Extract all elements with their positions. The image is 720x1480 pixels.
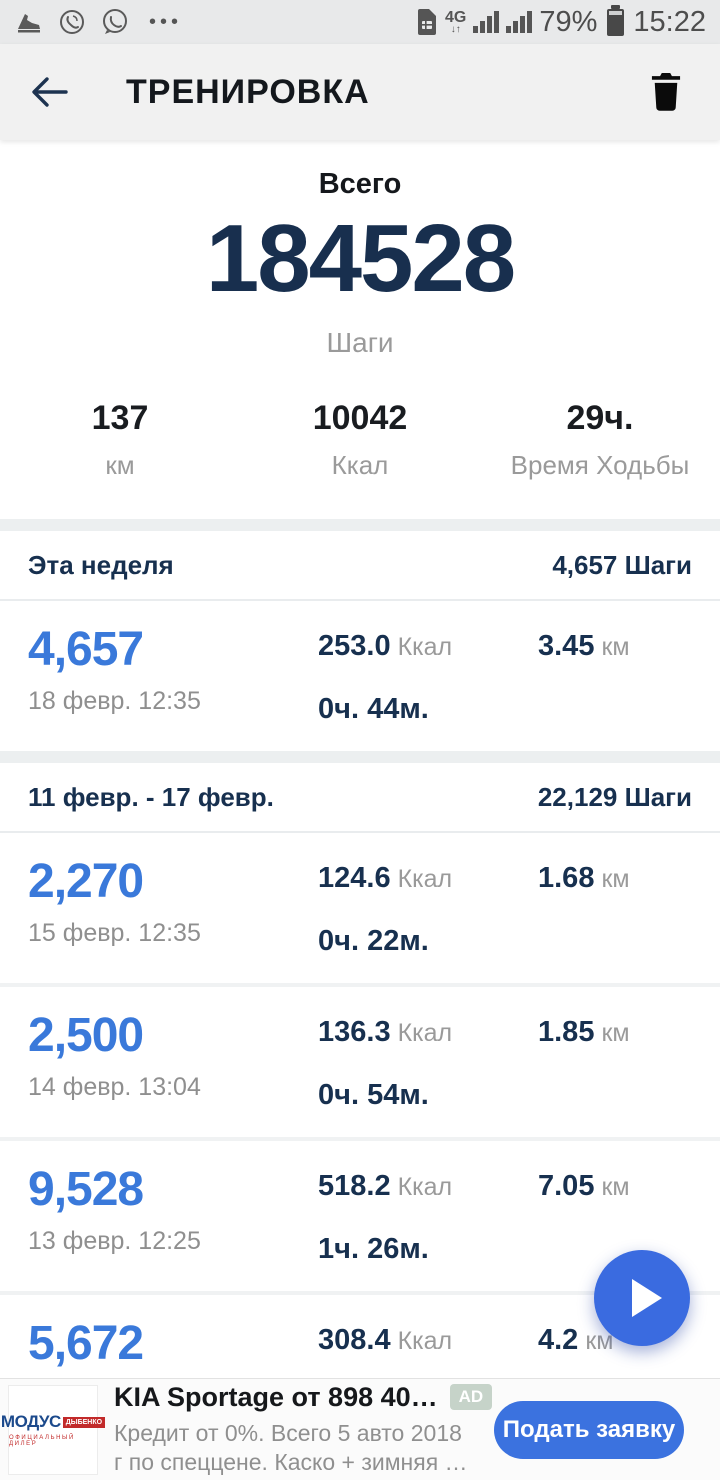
entry-calories: 518.2 Ккал — [318, 1170, 453, 1202]
ad-text-block: KIA Sportage от 898 40… AD Кредит от 0%.… — [114, 1381, 493, 1478]
workout-entry[interactable]: 9,528 13 февр. 12:25 518.2 Ккал 1ч. 26м. … — [0, 1141, 720, 1291]
ad-logo-subtext: ОФИЦИАЛЬНЫЙ ДИЛЕР — [9, 1435, 75, 1447]
play-icon — [632, 1279, 662, 1317]
ad-logo: МОДУС ДЫБЕНКО ОФИЦИАЛЬНЫЙ ДИЛЕР — [1, 1384, 106, 1475]
entry-date: 15 февр. 12:35 — [28, 919, 201, 948]
workout-entry[interactable]: 4,657 18 февр. 12:35 253.0 Ккал 0ч. 44м. … — [0, 601, 720, 751]
workout-entry[interactable]: 2,500 14 февр. 13:04 136.3 Ккал 0ч. 54м. … — [0, 987, 720, 1137]
ad-body-line1: Кредит от 0%. Всего 5 авто 2018 — [114, 1419, 462, 1446]
ad-badge: AD — [449, 1384, 493, 1411]
stat-label: Время Ходьбы — [510, 450, 690, 480]
signal-icon-sim2 — [506, 11, 533, 33]
section-title: Эта неделя — [28, 549, 174, 580]
section-separator — [0, 751, 720, 763]
entry-duration: 0ч. 44м. — [318, 693, 429, 725]
trash-icon — [649, 73, 683, 111]
app-header: ТРЕНИРОВКА — [0, 44, 720, 140]
stat-calories: 10042 Ккал — [240, 399, 480, 481]
entry-distance: 4.2 км — [538, 1324, 614, 1356]
fab-play-button[interactable] — [594, 1250, 690, 1346]
clock-text: 15:22 — [633, 5, 706, 38]
entry-date: 18 февр. 12:35 — [28, 687, 201, 716]
back-button[interactable] — [30, 62, 90, 122]
stat-value: 137 — [91, 399, 149, 437]
stat-walk-time: 29ч. Время Ходьбы — [480, 399, 720, 481]
entry-steps: 9,528 — [28, 1163, 144, 1216]
network-indicator: 4G ↓↑ — [445, 8, 467, 35]
ad-cta-button[interactable]: Подать заявку — [494, 1400, 684, 1459]
total-label: Всего — [318, 168, 402, 200]
stat-value: 29ч. — [566, 399, 634, 437]
sim-card-icon — [416, 7, 438, 37]
status-bar: ••• 4G ↓↑ 79% 15:22 — [0, 0, 720, 44]
entry-calories: 308.4 Ккал — [318, 1324, 453, 1356]
entry-duration: 0ч. 54м. — [318, 1079, 429, 1111]
entry-distance: 1.85 км — [538, 1016, 630, 1048]
more-icon: ••• — [149, 10, 183, 33]
whatsapp-icon — [100, 7, 130, 37]
ad-body: Кредит от 0%. Всего 5 авто 2018 г по спе… — [114, 1419, 492, 1478]
walking-icon — [14, 7, 44, 37]
signal-icon-sim1 — [473, 11, 500, 33]
entry-distance: 7.05 км — [538, 1170, 630, 1202]
entry-duration: 1ч. 26м. — [318, 1233, 429, 1265]
delete-button[interactable] — [642, 68, 690, 116]
total-steps-value: 184528 — [205, 205, 516, 312]
entry-calories: 136.3 Ккал — [318, 1016, 453, 1048]
stats-row: 137 км 10042 Ккал 29ч. Время Ходьбы — [0, 399, 720, 481]
stat-label: Ккал — [331, 450, 389, 480]
section-header-this-week: Эта неделя 4,657 Шаги — [0, 531, 720, 601]
entry-steps: 5,672 — [28, 1317, 144, 1370]
row-divider — [0, 1137, 720, 1141]
entry-date: 14 февр. 13:04 — [28, 1073, 201, 1102]
entry-distance: 3.45 км — [538, 630, 630, 662]
row-divider — [0, 1291, 720, 1295]
entry-calories: 253.0 Ккал — [318, 630, 453, 662]
row-divider — [0, 983, 720, 987]
ad-logo-badge: ДЫБЕНКО — [62, 1416, 106, 1428]
entry-calories: 124.6 Ккал — [318, 862, 453, 894]
summary-panel: Всего 184528 Шаги 137 км 10042 Ккал 29ч.… — [0, 140, 720, 519]
stat-label: км — [105, 450, 135, 480]
status-left-icons: ••• — [14, 7, 182, 37]
section-total-steps: 4,657 Шаги — [552, 549, 692, 580]
stat-distance: 137 км — [0, 399, 240, 481]
viber-icon — [57, 7, 87, 37]
entry-date: 13 февр. 12:25 — [28, 1227, 201, 1256]
section-separator — [0, 519, 720, 531]
ad-body-line2: г по спеццене. Каско + зимняя … — [114, 1449, 468, 1475]
entry-distance: 1.68 км — [538, 862, 630, 894]
battery-icon — [607, 4, 625, 36]
entry-steps: 2,270 — [28, 855, 144, 908]
status-right-icons: 4G ↓↑ 79% 15:22 — [416, 4, 706, 39]
ad-title: KIA Sportage от 898 40… — [114, 1381, 438, 1412]
battery-percent: 79% — [539, 5, 598, 38]
section-total-steps: 22,129 Шаги — [537, 781, 692, 812]
section-header-week-range: 11 февр. - 17 февр. 22,129 Шаги — [0, 763, 720, 833]
stat-value: 10042 — [312, 399, 408, 437]
back-arrow-icon — [30, 75, 70, 109]
page-title: ТРЕНИРОВКА — [126, 72, 370, 111]
entry-steps: 4,657 — [28, 623, 144, 676]
ad-banner[interactable]: МОДУС ДЫБЕНКО ОФИЦИАЛЬНЫЙ ДИЛЕР KIA Spor… — [0, 1378, 720, 1480]
workout-entry[interactable]: 2,270 15 февр. 12:35 124.6 Ккал 0ч. 22м. … — [0, 833, 720, 983]
ad-logo-text: МОДУС — [0, 1412, 61, 1431]
total-steps-unit: Шаги — [326, 327, 394, 358]
entry-steps: 2,500 — [28, 1009, 144, 1062]
section-title: 11 февр. - 17 февр. — [28, 781, 274, 812]
entry-duration: 0ч. 22м. — [318, 925, 429, 957]
